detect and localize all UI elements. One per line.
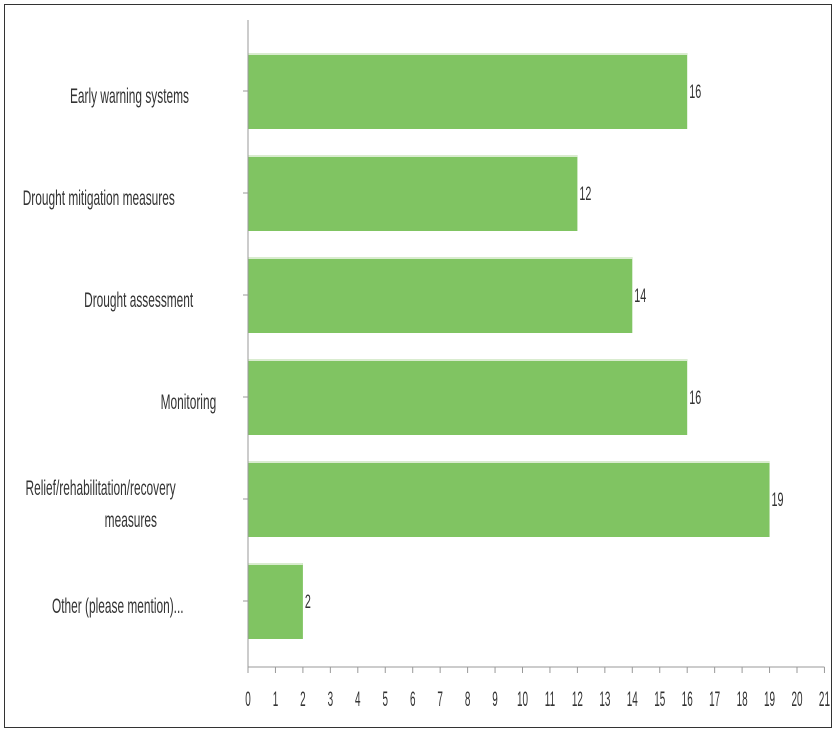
x-tick-label: 3 [328, 688, 334, 711]
bar-value-label: 14 [634, 286, 646, 307]
bar-value-label: 2 [305, 592, 311, 613]
x-tick-label: 7 [437, 688, 443, 711]
bar-highlight [248, 359, 688, 361]
category-label: Other (please mention)... [52, 593, 184, 618]
x-tick-label: 20 [791, 688, 802, 711]
x-tick-label: 15 [654, 688, 665, 711]
category-labels: Early warning systems Drought mitigation … [23, 83, 216, 618]
bar-value-label: 16 [689, 388, 701, 409]
bars-layer: 16 12 14 16 19 2 [248, 53, 784, 639]
x-tick-label: 21 [819, 688, 830, 711]
x-axis: 0 1 2 3 4 5 6 7 8 9 10 11 12 13 14 15 16 17 18 19 20 21 [243, 20, 830, 711]
category-label: Relief/rehabilitation/recovery [26, 475, 176, 500]
bar [248, 155, 578, 231]
x-tick-label: 9 [492, 688, 498, 711]
bar-value-label: 12 [579, 184, 591, 205]
x-tick-label: 14 [627, 688, 638, 711]
bar-highlight [248, 563, 303, 565]
bar [248, 563, 303, 639]
bar-value-label: 19 [772, 490, 784, 511]
bar-highlight [248, 257, 633, 259]
bar [248, 53, 688, 129]
x-tick-label: 17 [709, 688, 720, 711]
bar-value-label: 16 [689, 82, 701, 103]
x-tick-label: 2 [300, 688, 306, 711]
x-tick-label: 13 [599, 688, 610, 711]
bar-highlight [248, 461, 770, 463]
x-tick-label: 19 [764, 688, 775, 711]
x-tick-label: 0 [245, 688, 251, 711]
category-label: Early warning systems [70, 83, 189, 108]
category-label: measures [105, 507, 157, 532]
x-tick-label: 6 [410, 688, 416, 711]
x-tick-label: 4 [355, 688, 361, 711]
bar-highlight [248, 53, 688, 55]
bar [248, 359, 688, 435]
bar [248, 257, 633, 333]
x-tick-label: 16 [682, 688, 693, 711]
category-label: Drought assessment [84, 287, 193, 312]
x-tick-label: 1 [273, 688, 279, 711]
x-tick-label: 18 [737, 688, 748, 711]
x-tick-label: 12 [572, 688, 583, 711]
x-tick-label: 8 [465, 688, 471, 711]
x-tick-label: 11 [545, 688, 555, 711]
x-tick-label: 5 [382, 688, 388, 711]
bar [248, 461, 770, 537]
category-label: Drought mitigation measures [23, 185, 175, 210]
category-label: Monitoring [161, 389, 217, 414]
x-tick-label: 10 [517, 688, 528, 711]
bar-highlight [248, 155, 578, 157]
